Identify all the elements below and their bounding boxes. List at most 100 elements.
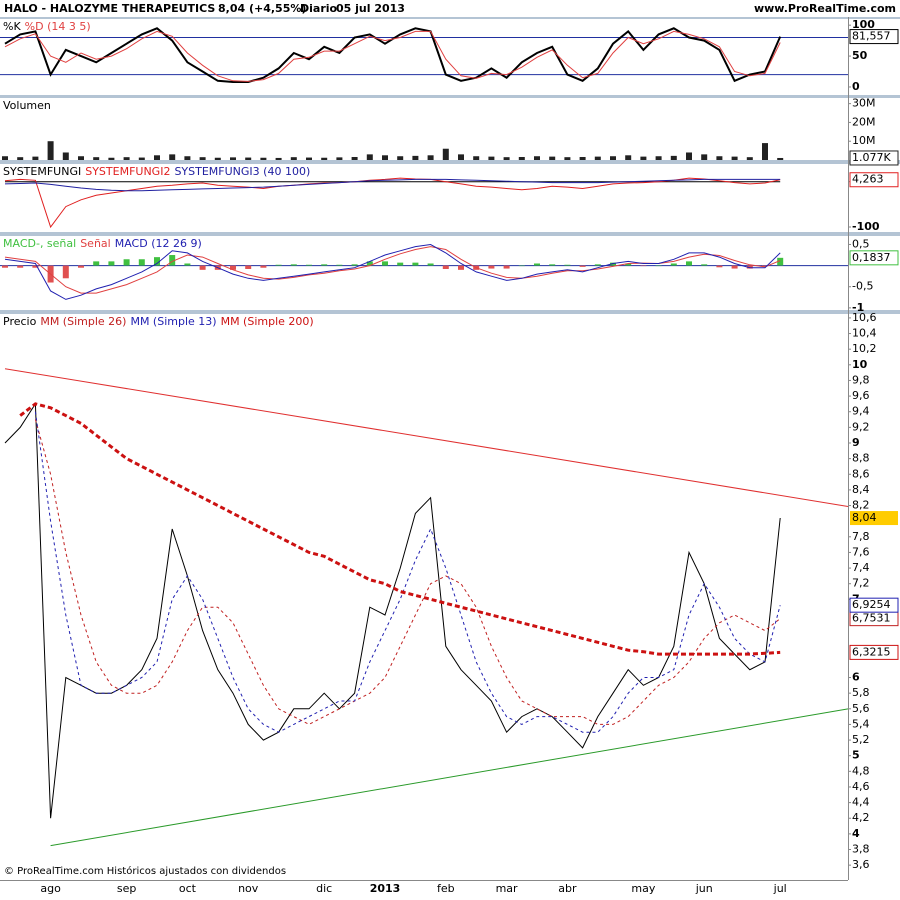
last-value-box xyxy=(849,644,899,660)
bar xyxy=(625,155,632,160)
panel xyxy=(0,19,900,95)
bar xyxy=(32,156,39,160)
y-tick-label: 5,6 xyxy=(852,702,870,715)
y-tick-label: 30M xyxy=(852,97,876,110)
bar xyxy=(214,157,221,160)
y-tick-label: -1 xyxy=(852,301,864,314)
header-title: HALO - HALOZYME THERAPEUTICS xyxy=(4,2,215,15)
series-line xyxy=(4,178,781,192)
bar xyxy=(549,264,556,266)
bar xyxy=(138,259,145,266)
bar xyxy=(62,265,69,279)
x-tick-label: ago xyxy=(40,882,61,895)
legend-entry: MM (Simple 26) xyxy=(40,315,126,328)
bar xyxy=(412,155,419,160)
header-quote: 8,04 (+4,55%) xyxy=(218,2,306,15)
y-tick-label: 7,2 xyxy=(852,577,870,590)
panel xyxy=(0,98,900,160)
bar xyxy=(199,265,206,270)
bar xyxy=(336,157,343,160)
legend-entry: %D (14 3 5) xyxy=(25,20,91,33)
footer-note: © ProRealTime.com Históricos ajustados c… xyxy=(4,865,286,877)
bar xyxy=(762,143,768,160)
y-tick-label: 7,8 xyxy=(852,530,870,543)
bar xyxy=(746,265,753,269)
bar xyxy=(549,156,556,160)
header-period: Diario xyxy=(300,2,338,15)
legend: Volumen xyxy=(3,99,51,112)
bar xyxy=(154,257,160,266)
series-line xyxy=(34,411,781,733)
bar xyxy=(534,156,540,160)
y-tick-label: 8,6 xyxy=(852,467,870,480)
x-tick-label: may xyxy=(631,882,655,895)
y-tick-label: 8,4 xyxy=(852,483,870,496)
bar xyxy=(382,261,388,266)
bar xyxy=(579,265,586,267)
bar xyxy=(17,265,24,268)
bar xyxy=(625,263,632,266)
bar xyxy=(336,264,343,266)
bar xyxy=(458,154,464,160)
last-value-label: 8,04 xyxy=(852,511,877,524)
panel-title: Volumen xyxy=(3,99,51,112)
header-site: www.ProRealTime.com xyxy=(754,2,896,15)
legend-entry: %K xyxy=(3,20,21,33)
bar xyxy=(245,265,252,269)
y-tick-label: 4 xyxy=(852,827,860,840)
y-tick-label: 5,4 xyxy=(852,717,870,730)
y-tick-label: 0,5 xyxy=(852,237,870,250)
y-tick-label: 5,2 xyxy=(852,733,870,746)
bar xyxy=(351,264,358,266)
last-value-label: 81,557 xyxy=(852,30,891,43)
last-value-box xyxy=(849,250,899,266)
bar xyxy=(716,265,723,268)
bar xyxy=(169,154,176,160)
bar xyxy=(2,156,8,160)
bar xyxy=(351,156,358,160)
legend-entry: MM (Simple 200) xyxy=(221,315,314,328)
last-value-label: 1.077K xyxy=(852,151,891,164)
last-value-label: 6,7531 xyxy=(852,612,891,625)
panel-title: Precio xyxy=(3,315,37,328)
series-line xyxy=(4,243,781,300)
bar xyxy=(230,265,236,270)
trend-line xyxy=(50,708,849,847)
bar xyxy=(93,157,100,160)
x-tick-label: 2013 xyxy=(370,882,401,895)
x-tick-label: sep xyxy=(117,882,136,895)
bar xyxy=(154,155,160,160)
legend: MACD-, señal Señal MACD (12 26 9) xyxy=(3,237,202,250)
bar xyxy=(62,152,69,160)
y-tick-label: 10,2 xyxy=(852,342,877,355)
y-tick-label: 8,2 xyxy=(852,499,870,512)
trend-line xyxy=(4,368,849,507)
bar xyxy=(670,263,677,266)
y-tick-label: 100 xyxy=(852,18,875,31)
bar xyxy=(716,156,723,160)
y-tick-label: 9,8 xyxy=(852,373,870,386)
bar xyxy=(777,157,784,160)
bar xyxy=(488,156,495,160)
bar xyxy=(412,262,419,266)
bar xyxy=(594,264,601,266)
panel xyxy=(0,164,900,232)
legend-entry: SYSTEMFUNGI2 xyxy=(85,165,170,178)
bar xyxy=(230,157,236,160)
bar xyxy=(275,157,282,160)
x-tick-label: feb xyxy=(437,882,455,895)
bar xyxy=(321,264,328,266)
last-value-box xyxy=(849,29,899,45)
bar xyxy=(518,265,525,267)
y-tick-label: 5,8 xyxy=(852,686,870,699)
legend-entry: MACD (12 26 9) xyxy=(115,237,202,250)
y-tick-label: 4,8 xyxy=(852,764,870,777)
bar xyxy=(610,262,616,266)
bar xyxy=(108,261,115,266)
legend-entry: Señal xyxy=(80,237,111,250)
bar xyxy=(184,263,191,266)
bar xyxy=(290,157,297,160)
bar xyxy=(382,155,388,160)
last-value-label: 6,9254 xyxy=(852,598,891,611)
